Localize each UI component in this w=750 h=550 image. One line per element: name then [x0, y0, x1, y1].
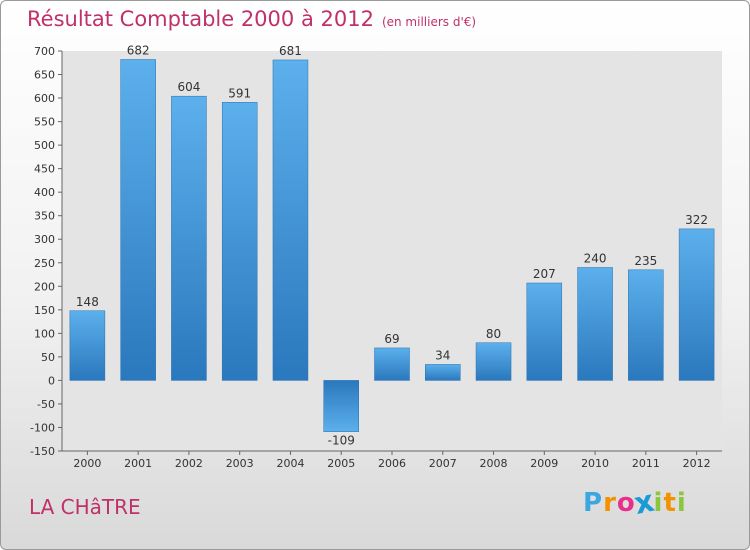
data-label: 591 [228, 86, 251, 100]
logo-letter: o [616, 488, 636, 518]
y-tick-label: 200 [34, 280, 55, 293]
bar [323, 380, 359, 432]
y-tick-label: 150 [34, 304, 55, 317]
data-label: 235 [634, 254, 657, 268]
bar [272, 59, 309, 381]
logo-letter: i [653, 488, 664, 518]
bar [678, 228, 715, 381]
bar [577, 267, 613, 381]
y-tick-label: 350 [34, 210, 55, 223]
bar [171, 95, 207, 381]
bar [69, 310, 106, 381]
x-tick-label: 2007 [429, 457, 457, 470]
x-tick-label: 2011 [632, 457, 660, 470]
y-tick-label: 450 [34, 163, 55, 176]
chart-unit: (en milliers d'€) [381, 15, 477, 29]
logo-letter: r [603, 488, 617, 518]
data-label: 322 [685, 213, 708, 227]
x-tick-label: 2009 [530, 457, 558, 470]
x-tick-label: 2002 [175, 457, 203, 470]
y-tick-label: -50 [37, 398, 55, 411]
data-label: 80 [486, 327, 501, 341]
plot-area [62, 51, 722, 451]
x-tick-label: 2010 [581, 457, 609, 470]
logo-letter: i [676, 488, 687, 518]
y-tick-label: -100 [30, 421, 55, 434]
bar [628, 269, 664, 381]
bar [425, 364, 461, 381]
bar [221, 102, 258, 381]
data-label: 682 [127, 43, 150, 57]
y-tick-label: 700 [34, 45, 55, 58]
y-tick-label: 250 [34, 257, 55, 270]
data-label: 207 [533, 267, 556, 281]
bar [120, 59, 156, 381]
x-tick-label: 2004 [276, 457, 304, 470]
bar [475, 342, 512, 381]
data-label: 34 [435, 348, 450, 362]
x-tick-label: 2012 [683, 457, 711, 470]
x-tick-label: 2001 [124, 457, 152, 470]
data-label: 69 [384, 332, 399, 346]
bar [374, 347, 410, 381]
y-tick-label: 300 [34, 233, 55, 246]
data-label: 240 [584, 251, 607, 265]
commune-name: LA CHâTRE [29, 495, 141, 519]
y-tick-label: 400 [34, 186, 55, 199]
y-tick-label: 0 [48, 374, 55, 387]
data-label: -109 [328, 434, 355, 448]
bar [526, 282, 563, 381]
y-tick-label: 600 [34, 92, 55, 105]
data-label: 681 [279, 44, 302, 58]
y-tick-label: -150 [30, 445, 55, 458]
y-tick-label: 50 [41, 351, 55, 364]
x-tick-label: 2006 [378, 457, 406, 470]
logo-letter: P [583, 488, 604, 518]
y-tick-label: 650 [34, 69, 55, 82]
chart-title: Résultat Comptable 2000 à 2012 (en millie… [27, 7, 476, 31]
x-tick-label: 2003 [226, 457, 254, 470]
proxiti-logo: Proxiti [583, 484, 687, 522]
data-label: 604 [177, 80, 200, 94]
chart-title-text: Résultat Comptable 2000 à 2012 [27, 7, 374, 31]
x-tick-label: 2000 [73, 457, 101, 470]
logo-letter: t [663, 488, 677, 518]
y-tick-label: 100 [34, 327, 55, 340]
x-tick-label: 2008 [480, 457, 508, 470]
x-tick-label: 2005 [327, 457, 355, 470]
y-tick-label: 550 [34, 116, 55, 129]
y-tick-label: 500 [34, 139, 55, 152]
data-label: 148 [76, 295, 99, 309]
